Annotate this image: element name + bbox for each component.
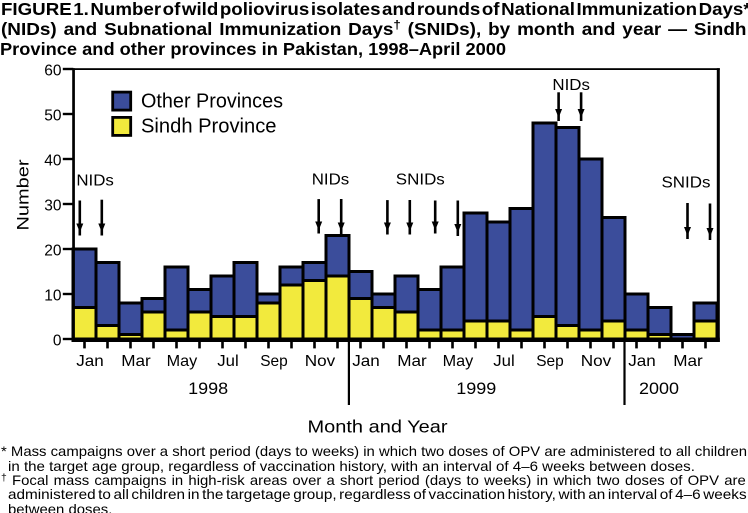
- svg-text:Number: Number: [14, 159, 33, 230]
- svg-text:40: 40: [44, 153, 62, 170]
- svg-text:1999: 1999: [456, 379, 496, 398]
- svg-text:20: 20: [44, 243, 62, 260]
- svg-text:Sep: Sep: [260, 353, 288, 370]
- svg-text:10: 10: [44, 288, 62, 305]
- svg-text:NIDs: NIDs: [552, 77, 590, 94]
- svg-text:Jul: Jul: [217, 353, 238, 370]
- svg-text:60: 60: [44, 63, 62, 80]
- svg-text:Other Provinces: Other Provinces: [141, 90, 283, 112]
- svg-text:SNIDs: SNIDs: [396, 172, 445, 189]
- svg-text:Jan: Jan: [352, 353, 380, 370]
- svg-text:SNIDs: SNIDs: [662, 174, 711, 191]
- svg-text:2000: 2000: [639, 379, 679, 398]
- svg-text:Nov: Nov: [305, 353, 336, 370]
- svg-text:Jul: Jul: [493, 353, 514, 370]
- svg-text:Mar: Mar: [397, 353, 427, 370]
- svg-text:Mar: Mar: [121, 353, 151, 370]
- svg-text:May: May: [443, 353, 474, 370]
- svg-text:30: 30: [44, 198, 62, 215]
- svg-text:Jan: Jan: [628, 353, 656, 370]
- svg-text:NIDs: NIDs: [312, 172, 350, 189]
- svg-text:0: 0: [53, 333, 62, 350]
- svg-text:Nov: Nov: [581, 353, 612, 370]
- svg-text:Sep: Sep: [536, 353, 564, 370]
- svg-text:NIDs: NIDs: [76, 172, 114, 189]
- svg-text:Month and Year: Month and Year: [308, 417, 448, 437]
- svg-text:Jan: Jan: [76, 353, 104, 370]
- svg-text:1998: 1998: [188, 379, 228, 398]
- svg-text:50: 50: [44, 108, 62, 125]
- svg-text:Sindh Province: Sindh Province: [141, 116, 277, 138]
- svg-text:May: May: [167, 353, 198, 370]
- svg-text:Mar: Mar: [673, 353, 703, 370]
